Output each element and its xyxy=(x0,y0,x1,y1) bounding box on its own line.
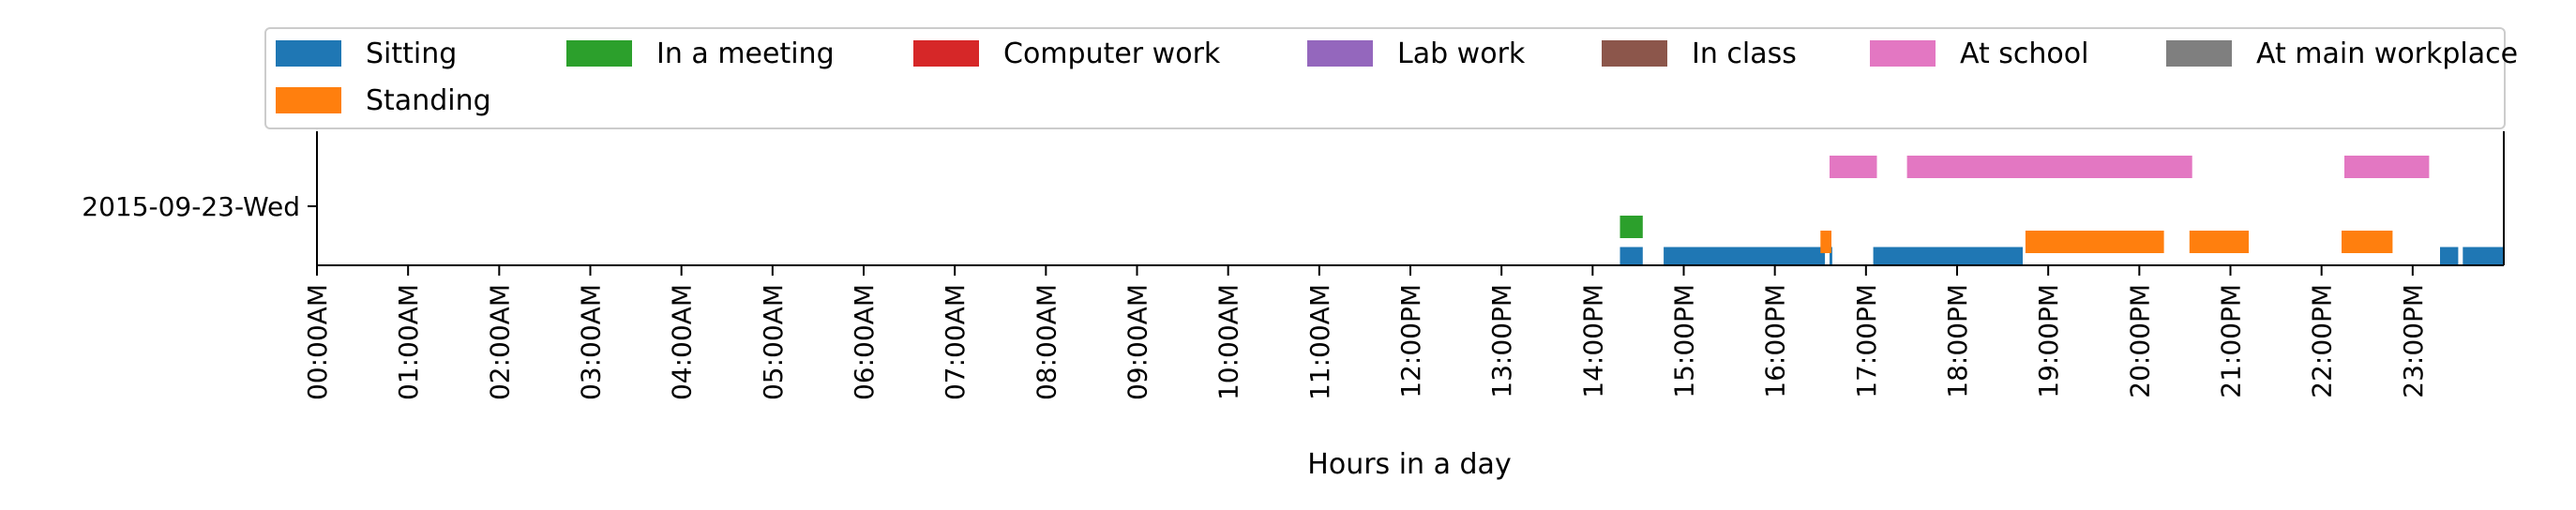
legend-item-standing: Standing xyxy=(276,84,491,117)
bar-standing xyxy=(2342,231,2393,253)
legend-item-sitting: Sitting xyxy=(276,38,457,70)
x-axis-label: Hours in a day xyxy=(1307,448,1511,481)
bar-sitting xyxy=(1830,247,1832,265)
x-tick-label: 20:00PM xyxy=(2124,284,2155,398)
legend-swatch xyxy=(913,40,979,67)
legend-swatch xyxy=(2166,40,2232,67)
x-tick-label: 01:00AM xyxy=(393,284,424,400)
legend-label: In class xyxy=(1692,38,1797,70)
legend-label: Lab work xyxy=(1397,38,1526,70)
legend-label: In a meeting xyxy=(656,38,835,70)
legend-swatch xyxy=(1307,40,1373,67)
x-tick-label: 13:00PM xyxy=(1486,284,1517,398)
bar-in-a-meeting xyxy=(1619,216,1643,238)
x-tick-label: 11:00AM xyxy=(1304,284,1335,400)
x-tick-label: 05:00AM xyxy=(758,284,789,400)
x-tick-label: 09:00AM xyxy=(1122,284,1153,400)
legend-item-in-a-meeting: In a meeting xyxy=(566,38,835,70)
bar-sitting xyxy=(2440,247,2459,265)
x-tick-label: 02:00AM xyxy=(484,284,515,400)
bar-sitting xyxy=(2463,247,2504,265)
x-tick-label: 18:00PM xyxy=(1942,284,1973,398)
legend-swatch xyxy=(566,40,632,67)
bar-sitting xyxy=(1619,247,1643,265)
legend-item-lab-work: Lab work xyxy=(1307,38,1526,70)
x-tick-label: 16:00PM xyxy=(1760,284,1791,398)
x-tick-label: 04:00AM xyxy=(667,284,698,400)
legend-swatch xyxy=(276,87,341,113)
bar-at-school xyxy=(2344,156,2430,178)
x-tick-label: 17:00PM xyxy=(1851,284,1882,398)
legend-label: At school xyxy=(1960,38,2088,70)
bar-standing xyxy=(2025,231,2164,253)
x-tick-label: 12:00PM xyxy=(1395,284,1426,398)
bar-at-school xyxy=(1906,156,2192,178)
legend-item-at-school: At school xyxy=(1870,38,2088,70)
legend-label: Standing xyxy=(366,84,491,117)
bar-sitting xyxy=(1664,247,1826,265)
x-tick-label: 03:00AM xyxy=(576,284,607,400)
x-tick-label: 08:00AM xyxy=(1031,284,1062,400)
legend-swatch xyxy=(276,40,341,67)
bar-at-school xyxy=(1830,156,1877,178)
legend-label: Sitting xyxy=(366,38,457,70)
x-tick-label: 21:00PM xyxy=(2216,284,2247,398)
x-tick-label: 00:00AM xyxy=(302,284,333,400)
legend-label: Computer work xyxy=(1003,38,1221,70)
legend-swatch xyxy=(1602,40,1667,67)
axes-group: 2015-09-23-Wed 00:00AM 01:00AM 02:00AM 03:00… xyxy=(82,131,2505,400)
bar-standing xyxy=(2189,231,2249,253)
legend-item-in-class: In class xyxy=(1602,38,1797,70)
legend: Sitting Standing In a meeting Computer work… xyxy=(264,27,2518,129)
x-tick-label: 22:00PM xyxy=(2307,284,2338,398)
legend-item-at-main-workplace: At main workplace xyxy=(2166,38,2518,70)
bar-standing xyxy=(1820,231,1831,253)
x-tick-label: 07:00AM xyxy=(940,284,971,400)
bars-group xyxy=(1619,156,2504,265)
x-tick-label: 19:00PM xyxy=(2033,284,2064,398)
x-tick-label: 10:00AM xyxy=(1213,284,1244,400)
y-tick-label: 2015-09-23-Wed xyxy=(82,191,300,222)
legend-box xyxy=(264,27,2506,129)
x-tick-label: 06:00AM xyxy=(849,284,880,400)
x-tick-label: 23:00PM xyxy=(2398,284,2429,398)
x-tick-label: 14:00PM xyxy=(1577,284,1608,398)
legend-swatch xyxy=(1870,40,1936,67)
legend-item-computer-work: Computer work xyxy=(913,38,1221,70)
x-tick-label: 15:00PM xyxy=(1669,284,1700,398)
legend-label: At main workplace xyxy=(2256,38,2518,70)
bar-sitting xyxy=(1873,247,2023,265)
